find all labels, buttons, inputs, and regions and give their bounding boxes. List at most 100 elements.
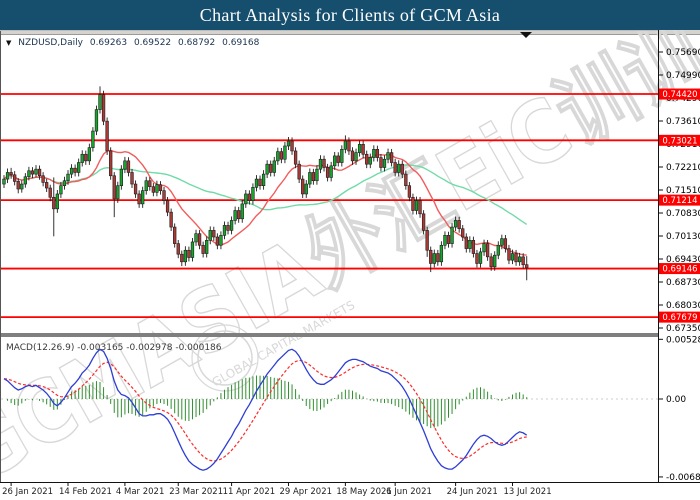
candle-body <box>109 150 113 177</box>
time-tick-label: 14 Feb 2021 <box>59 487 112 497</box>
price-tick-label: 0.68030 <box>666 301 700 311</box>
candle-body <box>84 153 88 162</box>
price-tag-label: 0.74420 <box>662 90 697 100</box>
candle-body <box>493 254 497 268</box>
candle-body <box>148 180 152 187</box>
window-splitter[interactable] <box>0 333 658 337</box>
candle-body <box>382 158 387 168</box>
time-axis[interactable]: 26 Jan 2021 14 Feb 2021 4 Mar 2021 23 Mar 2… <box>2 482 552 497</box>
candle-body <box>418 200 422 215</box>
price-tag-label: 0.67679 <box>662 313 697 323</box>
candle-body <box>269 163 273 173</box>
candle-body <box>485 243 490 258</box>
candle-body <box>333 155 337 167</box>
price-tag-label: 0.71214 <box>662 196 697 206</box>
candle-body <box>340 148 344 163</box>
candle-body <box>521 256 525 266</box>
macd-tick-label: -0.006897 <box>666 473 700 483</box>
candle-body <box>16 181 20 190</box>
candle-body <box>517 256 522 263</box>
candle-body <box>126 160 131 173</box>
candle-body <box>48 187 52 198</box>
watermark-stamp-ring <box>197 330 253 386</box>
candle-body <box>482 243 486 253</box>
candle-body <box>13 174 17 182</box>
candle-body <box>304 183 308 195</box>
price-tag <box>659 134 700 146</box>
candle-body <box>133 183 138 195</box>
candle-body <box>73 167 77 173</box>
candle-body <box>212 230 216 238</box>
candle-body <box>318 158 323 170</box>
candle-body <box>301 178 305 195</box>
price-tag-label: 0.69146 <box>662 265 697 275</box>
candle-body <box>87 147 91 162</box>
candle-body <box>375 148 380 158</box>
price-tick-label: 0.72210 <box>666 163 700 173</box>
close-value: 0.69168 <box>222 38 260 48</box>
macd-line <box>3 348 528 471</box>
high-value: 0.69522 <box>133 38 172 48</box>
candle-body <box>464 236 468 249</box>
candle-body <box>322 158 326 168</box>
time-tick-label: 13 Jul 2021 <box>504 487 552 497</box>
candle-body <box>5 172 10 180</box>
time-tick-label: 11 Apr 2021 <box>223 487 276 497</box>
candle-body <box>432 253 436 264</box>
candle-body <box>116 185 120 200</box>
candle-body <box>254 178 259 188</box>
candle-body <box>45 182 49 189</box>
level-lines <box>1 93 658 319</box>
candle-body <box>329 165 333 178</box>
candle-body <box>226 225 230 231</box>
low-value: 0.68792 <box>178 38 216 48</box>
time-tick-label: 6 Jun 2021 <box>386 487 432 497</box>
candle-body <box>55 193 59 210</box>
candle-body <box>187 249 191 258</box>
collapse-icon[interactable]: ▼ <box>6 39 12 47</box>
candle-body <box>265 163 269 175</box>
candle-body <box>229 220 234 231</box>
candle-body <box>397 163 401 173</box>
candle-body <box>489 256 493 268</box>
candle-body <box>123 160 127 170</box>
time-tick-label: 4 Mar 2021 <box>116 487 164 497</box>
candle-body <box>272 160 276 173</box>
candle-body <box>507 248 511 261</box>
candle-body <box>500 238 504 246</box>
candle-body <box>237 210 241 220</box>
candle-body <box>66 173 70 182</box>
candle-body <box>69 167 74 175</box>
candle-body <box>453 220 458 228</box>
candle-body <box>386 152 390 160</box>
candle-body <box>261 173 266 186</box>
candle-body <box>361 144 365 155</box>
candle-body <box>514 253 518 263</box>
symbol-period: NZDUSD,Daily <box>18 38 83 48</box>
candle-body <box>41 175 45 183</box>
candle-body <box>240 203 244 220</box>
candle-body <box>286 140 291 147</box>
candle-body <box>201 244 205 254</box>
candle-body <box>169 211 173 228</box>
candle-body <box>478 251 483 264</box>
candle-body <box>52 196 56 210</box>
candle-body <box>457 220 461 230</box>
candle-body <box>407 185 412 198</box>
candle-body <box>290 140 294 152</box>
price-tick-label: 0.73610 <box>666 117 700 127</box>
chart-shift-marker-icon[interactable] <box>520 32 532 38</box>
candle-body <box>315 168 319 182</box>
price-tick-label: 0.71510 <box>666 186 700 196</box>
candle-body <box>98 94 102 110</box>
candle-body <box>293 150 298 165</box>
macd-tick-label: 0.00 <box>666 395 686 405</box>
candle-body <box>525 264 529 269</box>
candle-body <box>297 163 301 180</box>
candle-body <box>251 187 255 201</box>
candle-body <box>23 176 27 185</box>
price-tick-label: 0.68730 <box>666 278 700 288</box>
candle-body <box>180 253 184 263</box>
